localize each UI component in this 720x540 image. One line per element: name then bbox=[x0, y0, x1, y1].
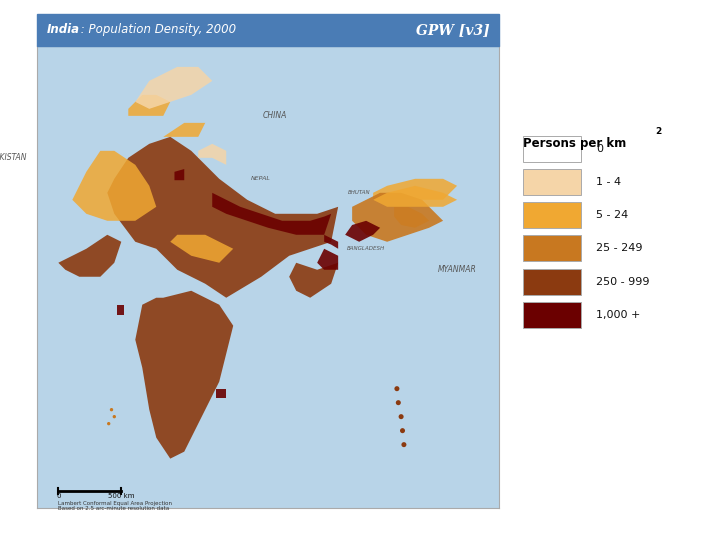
Polygon shape bbox=[117, 305, 124, 314]
Text: : Population Density, 2000: : Population Density, 2000 bbox=[76, 23, 235, 36]
Text: India: India bbox=[47, 23, 80, 36]
Polygon shape bbox=[394, 207, 429, 228]
Text: 2: 2 bbox=[654, 127, 661, 136]
Polygon shape bbox=[170, 235, 233, 263]
Bar bbox=[523, 302, 581, 328]
Polygon shape bbox=[345, 221, 380, 242]
Circle shape bbox=[395, 386, 400, 391]
Text: BHUTAN: BHUTAN bbox=[348, 190, 371, 195]
Bar bbox=[523, 136, 581, 161]
Polygon shape bbox=[174, 169, 184, 180]
Text: Persons per km: Persons per km bbox=[523, 137, 626, 150]
Circle shape bbox=[396, 400, 401, 405]
Bar bbox=[523, 235, 581, 261]
Bar bbox=[523, 202, 581, 228]
Text: PAKISTAN: PAKISTAN bbox=[0, 153, 27, 163]
Polygon shape bbox=[163, 123, 205, 137]
Polygon shape bbox=[324, 235, 338, 249]
Polygon shape bbox=[198, 144, 226, 165]
Circle shape bbox=[110, 408, 113, 411]
Polygon shape bbox=[373, 179, 457, 200]
Polygon shape bbox=[289, 263, 338, 298]
Text: 0: 0 bbox=[596, 144, 603, 153]
Polygon shape bbox=[352, 193, 443, 242]
Bar bbox=[523, 169, 581, 195]
Circle shape bbox=[401, 442, 406, 447]
Polygon shape bbox=[107, 137, 338, 298]
Polygon shape bbox=[212, 193, 331, 235]
Polygon shape bbox=[72, 151, 156, 221]
Text: BANGLADESH: BANGLADESH bbox=[347, 246, 385, 251]
Text: GPW [v3]: GPW [v3] bbox=[416, 23, 490, 37]
Polygon shape bbox=[135, 291, 233, 458]
Text: MYANMAR: MYANMAR bbox=[438, 265, 477, 274]
Circle shape bbox=[112, 415, 116, 419]
Circle shape bbox=[107, 422, 110, 426]
Text: 25 - 249: 25 - 249 bbox=[596, 244, 643, 253]
Text: 500 km: 500 km bbox=[108, 493, 135, 499]
Polygon shape bbox=[373, 186, 457, 207]
Polygon shape bbox=[318, 249, 338, 270]
Text: Based on 2.5 arc-minute resolution data: Based on 2.5 arc-minute resolution data bbox=[58, 507, 170, 511]
Polygon shape bbox=[58, 235, 121, 276]
Polygon shape bbox=[135, 67, 212, 109]
Text: NEPAL: NEPAL bbox=[251, 177, 271, 181]
Polygon shape bbox=[128, 95, 170, 116]
Text: 5 - 24: 5 - 24 bbox=[596, 210, 629, 220]
Text: 0: 0 bbox=[56, 493, 60, 499]
Text: Lambert Conformal Equal Area Projection: Lambert Conformal Equal Area Projection bbox=[58, 501, 172, 506]
Circle shape bbox=[400, 428, 405, 433]
Polygon shape bbox=[217, 389, 226, 399]
Circle shape bbox=[399, 414, 404, 419]
Text: CHINA: CHINA bbox=[263, 111, 287, 120]
Text: 250 - 999: 250 - 999 bbox=[596, 276, 650, 287]
Text: 1,000 +: 1,000 + bbox=[596, 310, 641, 320]
Bar bbox=[523, 268, 581, 295]
Text: 1 - 4: 1 - 4 bbox=[596, 177, 621, 187]
Bar bbox=[37, 14, 499, 46]
